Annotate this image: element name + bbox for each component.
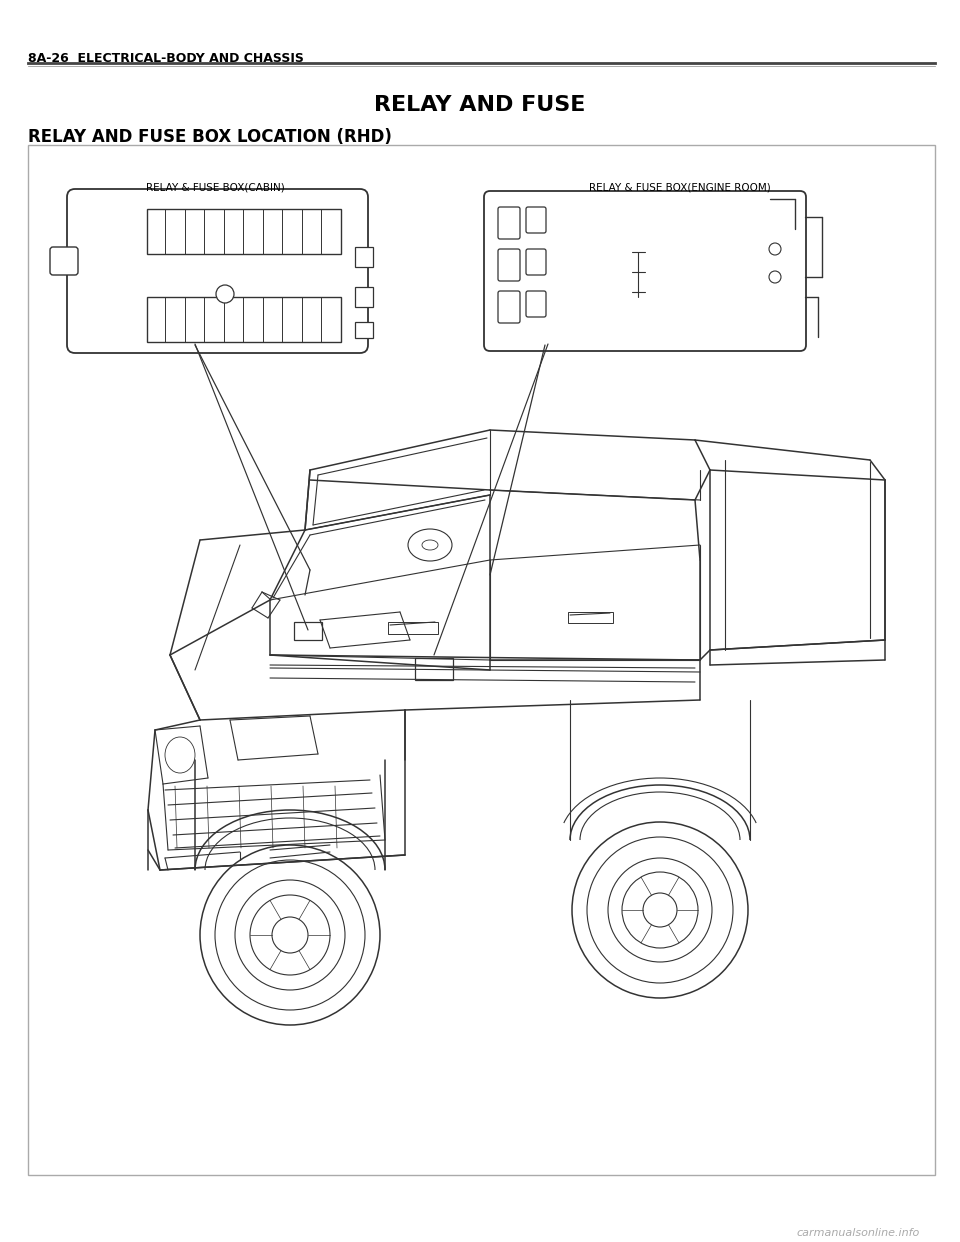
- Text: 8A-26  ELECTRICAL-BODY AND CHASSIS: 8A-26 ELECTRICAL-BODY AND CHASSIS: [28, 52, 304, 65]
- Bar: [572, 255, 587, 265]
- Bar: [589, 207, 604, 217]
- Text: carmanualsonline.info: carmanualsonline.info: [797, 1228, 920, 1238]
- Bar: [572, 243, 587, 253]
- Bar: [684, 209, 700, 227]
- Bar: [555, 279, 570, 289]
- Bar: [606, 219, 621, 229]
- Bar: [262, 279, 276, 307]
- Bar: [606, 279, 621, 289]
- Circle shape: [769, 243, 781, 255]
- Bar: [28, 145, 935, 1175]
- FancyBboxPatch shape: [498, 291, 520, 323]
- Bar: [720, 315, 734, 327]
- Bar: [589, 267, 604, 277]
- Bar: [300, 274, 328, 306]
- FancyBboxPatch shape: [498, 207, 520, 238]
- Bar: [722, 209, 738, 227]
- Bar: [665, 209, 681, 227]
- Bar: [355, 287, 373, 307]
- Bar: [684, 231, 700, 248]
- Bar: [555, 255, 570, 265]
- Bar: [722, 262, 738, 279]
- Text: RELAY & FUSE BOX(CABIN): RELAY & FUSE BOX(CABIN): [146, 183, 284, 193]
- FancyBboxPatch shape: [526, 291, 546, 317]
- Bar: [555, 231, 570, 241]
- Bar: [589, 231, 604, 241]
- FancyBboxPatch shape: [498, 248, 520, 281]
- Bar: [684, 284, 700, 302]
- FancyBboxPatch shape: [484, 191, 806, 351]
- Bar: [279, 279, 293, 307]
- Text: RELAY AND FUSE BOX LOCATION (RHD): RELAY AND FUSE BOX LOCATION (RHD): [28, 128, 392, 147]
- Bar: [703, 209, 719, 227]
- Bar: [294, 622, 322, 640]
- Bar: [665, 284, 681, 302]
- FancyBboxPatch shape: [526, 207, 546, 233]
- Text: RELAY AND FUSE: RELAY AND FUSE: [374, 94, 586, 116]
- Bar: [615, 315, 631, 329]
- Bar: [703, 231, 719, 248]
- Bar: [703, 262, 719, 279]
- Bar: [147, 297, 341, 342]
- Bar: [722, 284, 738, 302]
- Bar: [555, 315, 571, 329]
- Bar: [147, 209, 341, 255]
- Bar: [684, 262, 700, 279]
- Bar: [750, 209, 778, 237]
- Bar: [606, 267, 621, 277]
- Bar: [572, 267, 587, 277]
- Bar: [415, 658, 453, 681]
- Bar: [245, 279, 259, 307]
- Bar: [555, 267, 570, 277]
- Bar: [572, 231, 587, 241]
- Bar: [555, 243, 570, 253]
- Bar: [595, 315, 611, 329]
- Bar: [85, 270, 137, 314]
- Bar: [606, 231, 621, 241]
- Circle shape: [769, 271, 781, 283]
- Bar: [589, 279, 604, 289]
- Bar: [722, 231, 738, 248]
- Bar: [572, 219, 587, 229]
- Bar: [355, 322, 373, 338]
- Bar: [665, 262, 681, 279]
- FancyBboxPatch shape: [526, 248, 546, 274]
- Bar: [606, 243, 621, 253]
- Bar: [628, 209, 660, 241]
- Bar: [568, 612, 613, 623]
- Text: RELAY & FUSE BOX(ENGINE ROOM): RELAY & FUSE BOX(ENGINE ROOM): [589, 183, 771, 193]
- Bar: [555, 207, 570, 217]
- Bar: [555, 219, 570, 229]
- Bar: [750, 282, 766, 296]
- Bar: [750, 252, 770, 272]
- Bar: [690, 315, 704, 327]
- Bar: [85, 209, 137, 255]
- FancyBboxPatch shape: [50, 247, 78, 274]
- Bar: [589, 243, 604, 253]
- Bar: [606, 255, 621, 265]
- Bar: [575, 315, 591, 329]
- Bar: [355, 247, 373, 267]
- FancyBboxPatch shape: [67, 189, 368, 353]
- Bar: [589, 219, 604, 229]
- Bar: [572, 279, 587, 289]
- Bar: [606, 207, 621, 217]
- Bar: [650, 315, 678, 337]
- Bar: [665, 231, 681, 248]
- Bar: [703, 284, 719, 302]
- Bar: [388, 622, 438, 633]
- Circle shape: [216, 284, 234, 303]
- Bar: [745, 317, 765, 335]
- Bar: [589, 255, 604, 265]
- Bar: [572, 207, 587, 217]
- Bar: [145, 277, 167, 309]
